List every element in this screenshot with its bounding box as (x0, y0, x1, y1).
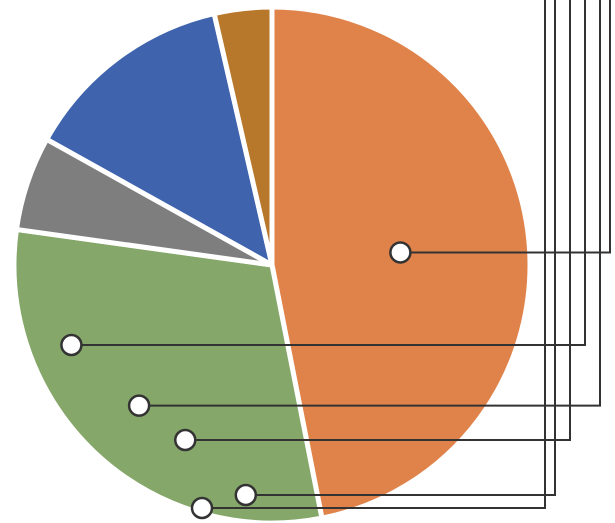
leader-lines (71, 0, 611, 509)
slice-marker-1 (389, 241, 412, 264)
pie-slice-2 (11, 226, 325, 523)
slice-marker-3 (60, 333, 83, 357)
slice-marker-4 (174, 428, 197, 452)
slice-marker-2 (127, 394, 151, 417)
pie-slices (11, 4, 533, 523)
leader-line-3 (71, 0, 586, 346)
leader-line-5 (245, 0, 556, 496)
pie-slice-5 (211, 4, 275, 268)
leader-line-2 (139, 0, 601, 407)
slice-marker-6 (190, 496, 214, 520)
leader-line-1 (400, 0, 611, 254)
slice-markers (60, 241, 412, 520)
leader-line-6 (202, 0, 546, 509)
pie-slice-4 (44, 11, 275, 268)
leader-line-4 (185, 0, 571, 441)
slice-marker-5 (234, 483, 258, 507)
